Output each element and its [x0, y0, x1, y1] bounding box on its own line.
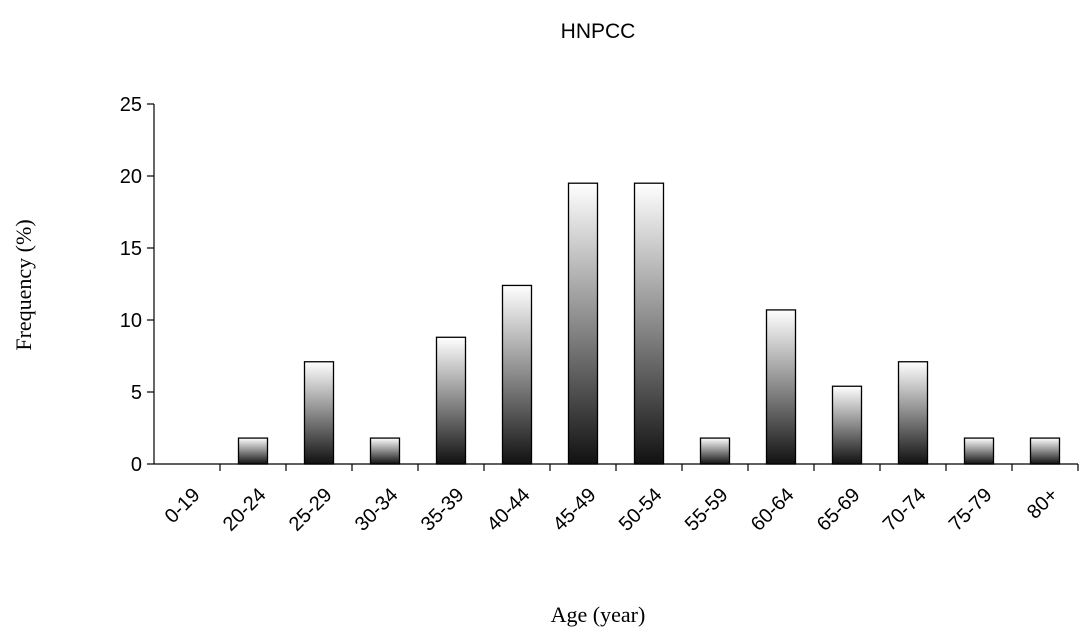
- y-axis-title: Frequency (%): [11, 219, 36, 350]
- x-axis-title: Age (year): [551, 602, 646, 627]
- bar-25-29: [303, 361, 335, 465]
- x-tick-label: 30-34: [351, 484, 403, 536]
- bars: [237, 182, 1061, 465]
- x-tick-label: 45-49: [549, 484, 601, 536]
- x-tick-label: 35-39: [417, 484, 469, 536]
- bar-60-64: [765, 309, 797, 465]
- x-tick-label: 70-74: [879, 484, 931, 536]
- y-tick-label: 20: [120, 166, 142, 188]
- bar-45-49: [567, 182, 599, 465]
- x-tick-label: 50-54: [615, 484, 667, 536]
- x-tick-label: 75-79: [945, 484, 997, 536]
- y-tick-label: 10: [120, 310, 142, 332]
- chart-title: HNPCC: [561, 20, 636, 43]
- x-ticks: [219, 464, 1079, 471]
- bar-50-54: [633, 182, 665, 465]
- bar-30-34: [369, 437, 401, 465]
- x-tick-label: 25-29: [285, 484, 337, 536]
- x-tick-label: 20-24: [219, 484, 271, 536]
- bar-65-69: [831, 385, 863, 465]
- bar-75-79: [963, 437, 995, 465]
- bar-80+: [1029, 437, 1061, 465]
- y-tick-label: 0: [131, 454, 142, 476]
- y-ticks: 0 5 10 15 20 25: [120, 94, 154, 476]
- x-tick-labels: 0-19 20-24 25-29 30-34 35-39 40-44 45-49 50-54 5…: [161, 484, 1063, 536]
- bar-20-24: [237, 437, 269, 465]
- bar-70-74: [897, 361, 929, 465]
- x-tick-label: 65-69: [813, 484, 865, 536]
- bar-35-39: [435, 336, 467, 465]
- y-tick-label: 25: [120, 94, 142, 116]
- x-tick-label: 60-64: [747, 484, 799, 536]
- y-tick-label: 15: [120, 238, 142, 260]
- x-tick-label: 40-44: [483, 484, 535, 536]
- x-tick-label: 0-19: [161, 484, 205, 528]
- x-tick-label: 80+: [1023, 484, 1063, 524]
- x-tick-label: 55-59: [681, 484, 733, 536]
- bar-40-44: [501, 284, 533, 465]
- bar-55-59: [699, 437, 731, 465]
- y-tick-label: 5: [131, 382, 142, 404]
